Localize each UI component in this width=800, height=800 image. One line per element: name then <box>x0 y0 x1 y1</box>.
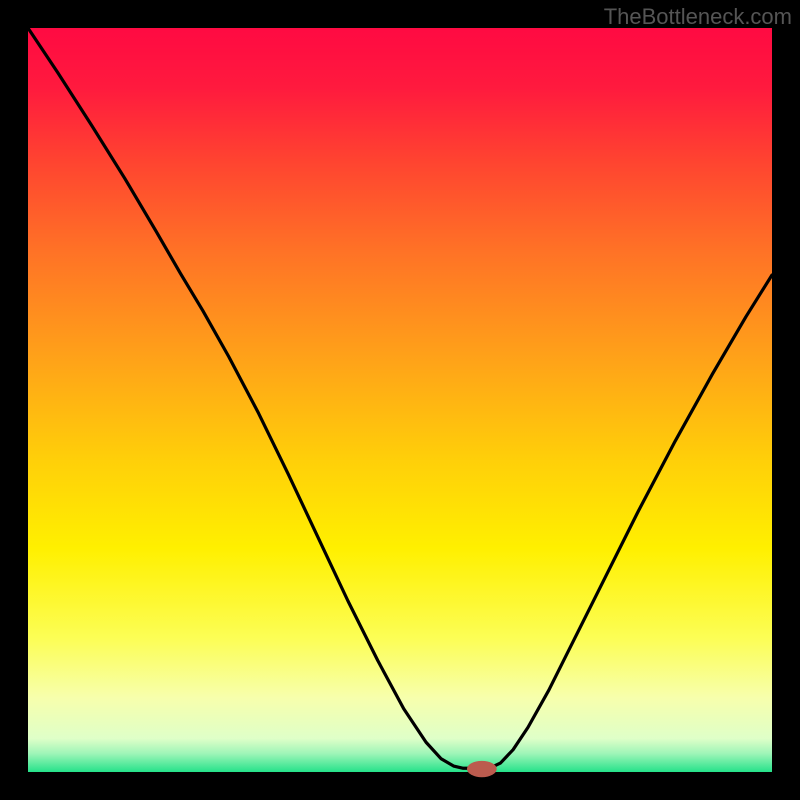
chart-background <box>28 28 772 772</box>
chart-svg <box>0 0 800 800</box>
optimum-marker <box>467 761 497 777</box>
watermark-text: TheBottleneck.com <box>604 4 792 30</box>
bottleneck-chart: TheBottleneck.com <box>0 0 800 800</box>
